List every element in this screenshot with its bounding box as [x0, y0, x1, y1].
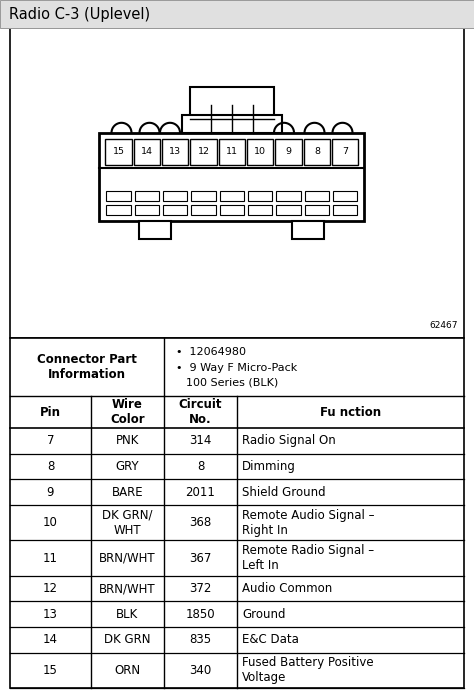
Bar	[135, 191, 159, 201]
Bar	[163, 205, 188, 215]
Bar	[276, 205, 301, 215]
Bar	[248, 205, 273, 215]
Text: 8: 8	[197, 460, 204, 473]
Text: 10: 10	[43, 516, 58, 529]
Text: 7: 7	[47, 434, 54, 448]
Bar	[305, 205, 329, 215]
Text: 8: 8	[47, 460, 54, 473]
Bar	[332, 139, 358, 164]
Text: BRN/WHT: BRN/WHT	[99, 582, 156, 595]
Text: 8: 8	[314, 147, 320, 156]
Text: 62467: 62467	[429, 321, 458, 330]
Bar	[191, 139, 217, 164]
Text: Connector Part
Information: Connector Part Information	[37, 353, 137, 381]
Bar	[107, 191, 131, 201]
Text: 314: 314	[189, 434, 212, 448]
Text: •  9 Way F Micro-Pack: • 9 Way F Micro-Pack	[176, 363, 297, 373]
Text: Ground: Ground	[242, 608, 285, 620]
Bar	[106, 139, 132, 164]
Bar	[248, 191, 273, 201]
Text: 13: 13	[169, 147, 182, 156]
Text: 13: 13	[43, 608, 58, 620]
Bar	[292, 221, 325, 239]
Bar	[191, 205, 216, 215]
Text: PNK: PNK	[116, 434, 139, 448]
Bar	[162, 139, 189, 164]
Text: 9: 9	[47, 486, 54, 498]
Text: 100 Series (BLK): 100 Series (BLK)	[186, 377, 278, 387]
Text: 10: 10	[255, 147, 266, 156]
Bar	[220, 191, 244, 201]
Bar	[190, 87, 274, 133]
Text: 11: 11	[226, 147, 238, 156]
Bar	[276, 191, 301, 201]
Bar	[163, 191, 188, 201]
Text: DK GRN: DK GRN	[104, 633, 151, 646]
Bar	[333, 191, 357, 201]
Bar	[191, 191, 216, 201]
Text: 368: 368	[190, 516, 211, 529]
Text: 372: 372	[189, 582, 212, 595]
Text: Circuit
No.: Circuit No.	[179, 398, 222, 426]
Bar	[134, 139, 160, 164]
Text: Radio C-3 (Uplevel): Radio C-3 (Uplevel)	[9, 6, 150, 22]
Bar	[135, 205, 159, 215]
Bar	[219, 139, 245, 164]
Text: 11: 11	[43, 552, 58, 564]
Text: Wire
Color: Wire Color	[110, 398, 145, 426]
Text: E&C Data: E&C Data	[242, 633, 299, 646]
Bar	[107, 205, 131, 215]
Text: Remote Radio Signal –
Left In: Remote Radio Signal – Left In	[242, 544, 374, 572]
Bar	[139, 221, 172, 239]
Bar	[0, 0, 474, 28]
Text: Audio Common: Audio Common	[242, 582, 332, 595]
Bar	[100, 133, 365, 221]
Text: 14: 14	[43, 633, 58, 646]
Bar	[220, 205, 244, 215]
Text: Remote Audio Signal –
Right In: Remote Audio Signal – Right In	[242, 509, 374, 536]
Text: Fused Battery Positive
Voltage: Fused Battery Positive Voltage	[242, 657, 374, 684]
Text: 835: 835	[190, 633, 211, 646]
Text: Fu nction: Fu nction	[320, 405, 381, 418]
Text: Radio Signal On: Radio Signal On	[242, 434, 336, 448]
Text: 15: 15	[43, 663, 58, 677]
Text: 12: 12	[198, 147, 210, 156]
Text: DK GRN/
WHT: DK GRN/ WHT	[102, 509, 153, 536]
Text: 7: 7	[342, 147, 348, 156]
Bar	[10, 28, 464, 338]
Text: 15: 15	[113, 147, 125, 156]
Bar	[182, 115, 282, 133]
Bar	[10, 338, 464, 688]
Text: 9: 9	[286, 147, 292, 156]
Text: ORN: ORN	[114, 663, 141, 677]
Text: BLK: BLK	[117, 608, 138, 620]
Bar	[275, 139, 302, 164]
Bar	[304, 139, 330, 164]
Text: Dimming: Dimming	[242, 460, 296, 473]
Text: 12: 12	[43, 582, 58, 595]
Text: •  12064980: • 12064980	[176, 347, 246, 357]
Bar	[333, 205, 357, 215]
Bar	[305, 191, 329, 201]
Text: Pin: Pin	[40, 405, 61, 418]
Bar	[247, 139, 273, 164]
Text: BARE: BARE	[112, 486, 143, 498]
Text: 1850: 1850	[186, 608, 215, 620]
Text: 14: 14	[141, 147, 153, 156]
Text: 2011: 2011	[185, 486, 216, 498]
Text: Shield Ground: Shield Ground	[242, 486, 326, 498]
Text: GRY: GRY	[116, 460, 139, 473]
Text: 340: 340	[190, 663, 211, 677]
Text: 367: 367	[189, 552, 212, 564]
Text: BRN/WHT: BRN/WHT	[99, 552, 156, 564]
